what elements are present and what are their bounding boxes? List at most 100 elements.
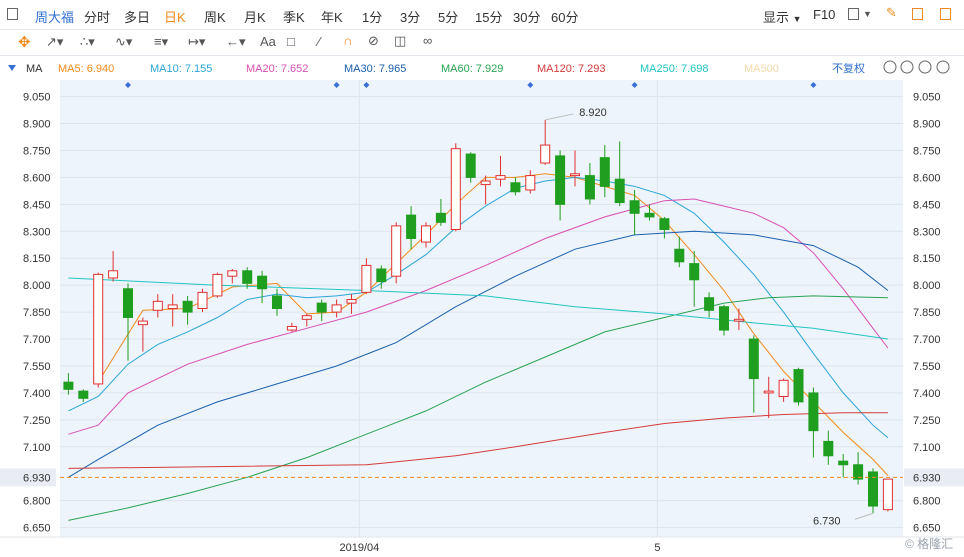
candle-body[interactable] bbox=[78, 390, 89, 399]
candle-body[interactable] bbox=[838, 460, 849, 466]
tab-multiday[interactable]: 多日 bbox=[124, 10, 151, 25]
candle-body[interactable] bbox=[599, 157, 610, 187]
candle-body[interactable] bbox=[301, 315, 312, 320]
candle-body[interactable] bbox=[853, 464, 864, 480]
candle-body[interactable] bbox=[644, 212, 655, 218]
candlestick-chart[interactable]: MA MA5: 6.940 MA10: 7.155 MA20: 7.652 MA30: … bbox=[0, 56, 964, 557]
candle-body[interactable] bbox=[808, 392, 819, 432]
candle-body[interactable] bbox=[93, 273, 104, 385]
candle-body[interactable] bbox=[63, 381, 74, 390]
link-tool-icon[interactable]: ∞ bbox=[423, 33, 433, 48]
arrow-tool-icon[interactable]: ←▾ bbox=[226, 34, 246, 49]
candle-body[interactable] bbox=[793, 369, 804, 403]
wave-tool-icon[interactable]: ∿▾ bbox=[115, 34, 133, 49]
candle-body[interactable] bbox=[108, 270, 119, 279]
panel-toggle-icon[interactable] bbox=[7, 8, 18, 20]
settings-icon[interactable] bbox=[936, 60, 950, 74]
tab-5min[interactable]: 5分 bbox=[438, 10, 459, 25]
channel-tool-icon[interactable]: ∴▾ bbox=[80, 34, 95, 49]
event-marker-icon[interactable] bbox=[363, 82, 370, 88]
candle-body[interactable] bbox=[868, 471, 878, 507]
candle-body[interactable] bbox=[257, 275, 268, 290]
indicator-label[interactable]: MA bbox=[26, 63, 43, 75]
tab-intraday[interactable]: 分时 bbox=[84, 10, 111, 25]
pen-tool-icon[interactable]: ∕ bbox=[318, 34, 321, 49]
window-icon[interactable] bbox=[940, 8, 951, 20]
tab-60min[interactable]: 60分 bbox=[551, 10, 579, 25]
tab-1min[interactable]: 1分 bbox=[362, 10, 383, 25]
candle-body[interactable] bbox=[152, 300, 163, 311]
candle-body[interactable] bbox=[823, 440, 834, 457]
candle-body[interactable] bbox=[570, 173, 580, 177]
candle-body[interactable] bbox=[197, 291, 208, 310]
candle-body[interactable] bbox=[391, 225, 402, 277]
text-tool[interactable]: Aa bbox=[260, 34, 276, 49]
comment-tool-icon[interactable]: □ bbox=[287, 34, 295, 49]
candle-body[interactable] bbox=[748, 338, 759, 380]
stock-name[interactable]: 周大福 bbox=[35, 10, 75, 25]
event-marker-icon[interactable] bbox=[527, 82, 534, 88]
candle-body[interactable] bbox=[525, 175, 536, 191]
candle-body[interactable] bbox=[659, 218, 670, 230]
tab-3min[interactable]: 3分 bbox=[400, 10, 421, 25]
layout-icon[interactable] bbox=[848, 8, 859, 20]
event-marker-icon[interactable] bbox=[125, 82, 131, 88]
candle-body[interactable] bbox=[674, 248, 685, 263]
adjust-mode-button[interactable]: 不复权 bbox=[832, 61, 865, 75]
event-marker-icon[interactable] bbox=[631, 82, 638, 88]
zoom-out-icon[interactable] bbox=[900, 60, 914, 74]
f10-button[interactable]: F10 bbox=[813, 7, 836, 22]
candle-body[interactable] bbox=[882, 478, 893, 511]
candle-body[interactable] bbox=[704, 297, 715, 311]
tab-weekly-k[interactable]: 周K bbox=[204, 10, 226, 25]
candle-body[interactable] bbox=[316, 302, 327, 313]
candle-body[interactable] bbox=[555, 155, 566, 205]
candle-body[interactable] bbox=[137, 320, 148, 326]
line-tool-icon[interactable]: ↗▾ bbox=[46, 34, 64, 49]
candle-body[interactable] bbox=[540, 144, 551, 164]
candle-body[interactable] bbox=[361, 264, 372, 293]
candle-body[interactable] bbox=[778, 379, 789, 398]
candle-body[interactable] bbox=[376, 268, 387, 283]
move-tool-icon[interactable]: ✥ bbox=[18, 34, 31, 51]
tab-quarterly-k[interactable]: 季K bbox=[283, 10, 305, 25]
pencil-icon[interactable]: ✎ bbox=[886, 5, 897, 20]
candle-body[interactable] bbox=[584, 175, 595, 200]
candle-body[interactable] bbox=[212, 273, 223, 297]
candle-body[interactable] bbox=[510, 182, 521, 193]
fib-tool-icon[interactable]: ≡▾ bbox=[154, 34, 169, 49]
candle-body[interactable] bbox=[346, 299, 357, 304]
display-dropdown[interactable]: 显示 ▼ bbox=[763, 7, 802, 26]
range-tool-icon[interactable]: ↦▾ bbox=[188, 34, 206, 49]
candle-body[interactable] bbox=[167, 304, 178, 310]
candle-body[interactable] bbox=[763, 390, 774, 394]
tab-daily-k[interactable]: 日K bbox=[164, 10, 186, 25]
delete-tool-icon[interactable]: ◫ bbox=[394, 33, 407, 48]
candle-body[interactable] bbox=[272, 295, 282, 310]
candle-body[interactable] bbox=[719, 306, 729, 331]
candle-body[interactable] bbox=[242, 270, 253, 284]
info-icon[interactable] bbox=[883, 60, 897, 74]
candle-body[interactable] bbox=[406, 214, 417, 239]
candle-body[interactable] bbox=[465, 153, 476, 178]
event-marker-icon[interactable] bbox=[810, 82, 817, 88]
candle-body[interactable] bbox=[421, 225, 431, 243]
candle-body[interactable] bbox=[227, 270, 238, 277]
event-marker-icon[interactable] bbox=[333, 82, 340, 88]
tab-yearly-k[interactable]: 年K bbox=[321, 10, 343, 25]
candle-body[interactable] bbox=[733, 318, 744, 322]
magnet-tool-icon[interactable]: ∩ bbox=[343, 33, 353, 48]
candle-body[interactable] bbox=[331, 304, 342, 313]
hide-tool-icon[interactable]: ⊘ bbox=[368, 33, 379, 48]
candle-body[interactable] bbox=[182, 300, 193, 313]
candle-body[interactable] bbox=[689, 263, 700, 281]
candle-body[interactable] bbox=[614, 178, 625, 204]
candle-body[interactable] bbox=[450, 148, 461, 230]
fullscreen-icon[interactable] bbox=[912, 8, 923, 20]
candle-body[interactable] bbox=[435, 212, 446, 223]
tab-30min[interactable]: 30分 bbox=[513, 10, 541, 25]
zoom-in-icon[interactable] bbox=[918, 60, 932, 74]
chevron-down-icon[interactable]: ▼ bbox=[863, 9, 872, 19]
candle-body[interactable] bbox=[480, 180, 491, 186]
candle-body[interactable] bbox=[495, 175, 506, 180]
